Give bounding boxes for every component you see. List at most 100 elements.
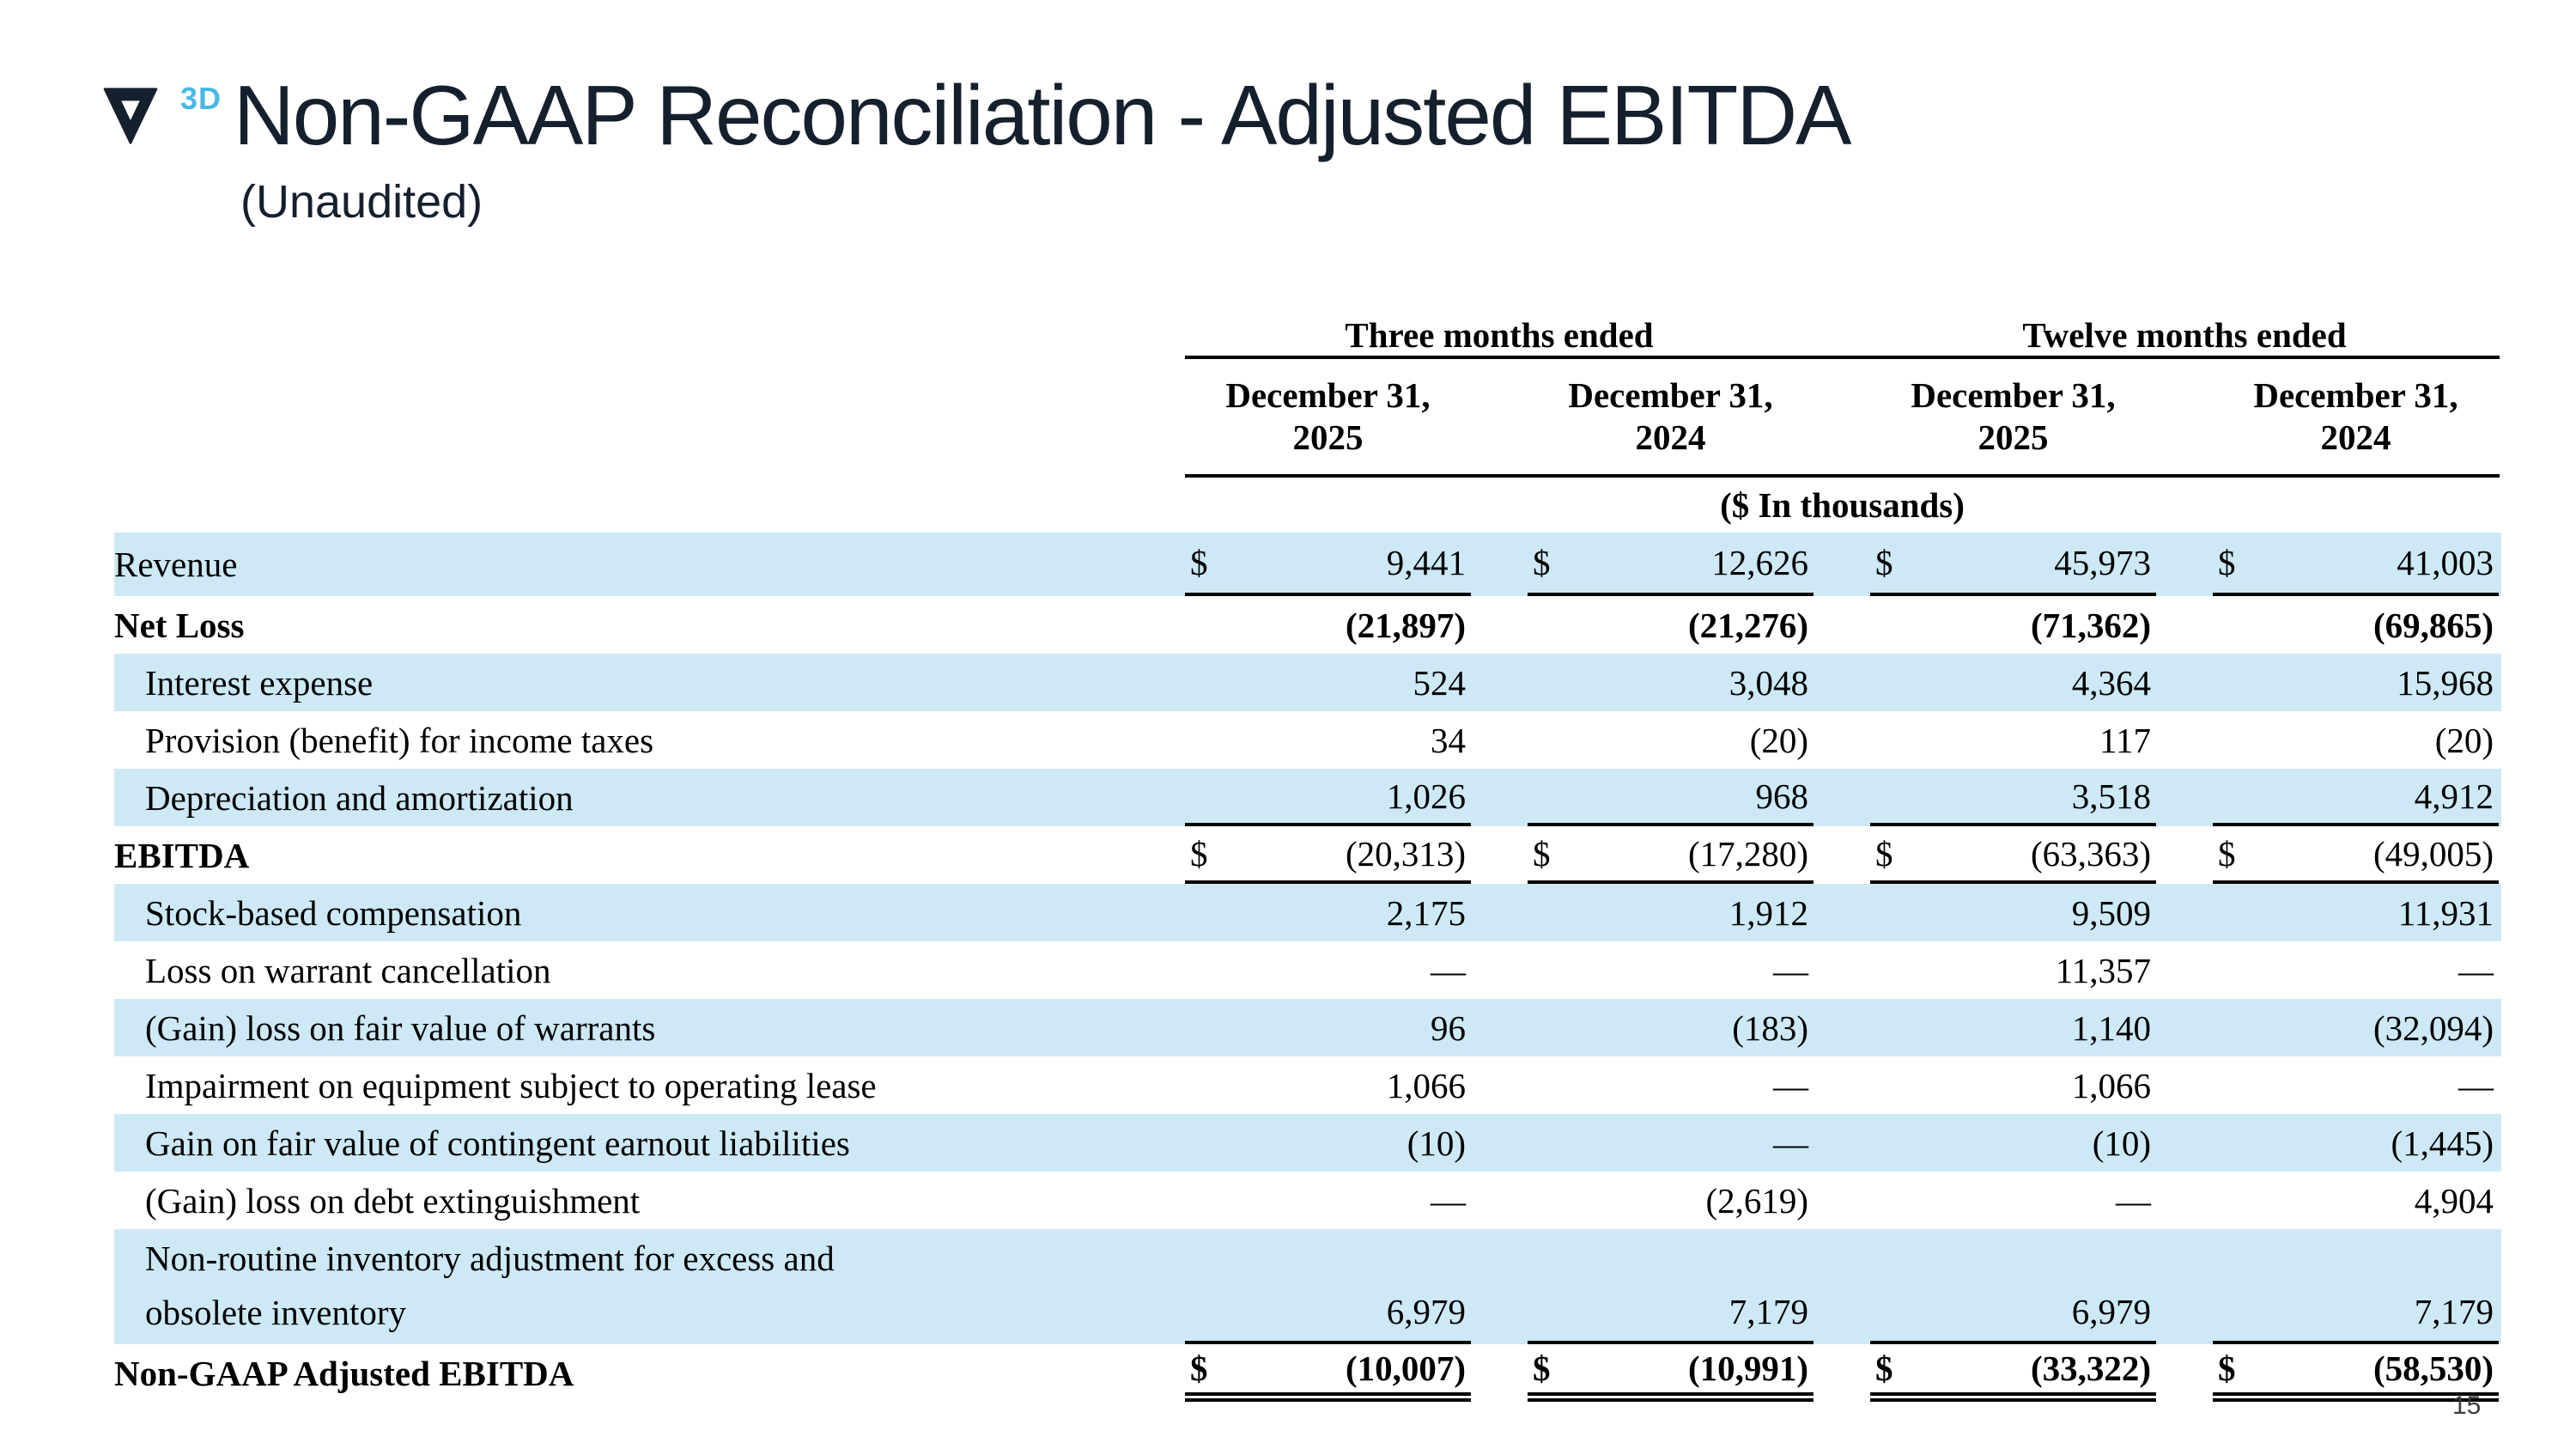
- col-header-dec31-2024-q: December 31, 2024: [1568, 374, 1773, 457]
- value-cell: —: [2213, 941, 2499, 999]
- cell-value: (32,094): [2372, 1008, 2494, 1048]
- cell-value: 41,003: [2397, 543, 2494, 582]
- cell-value: 3,048: [1728, 662, 1808, 703]
- value-cell: $ (17,280): [1528, 826, 1814, 884]
- col-header-dec31-2025-q: December 31, 2025: [1225, 374, 1431, 457]
- cell-value: —: [2458, 1065, 2494, 1105]
- cell-value: 6,979: [1386, 1292, 1466, 1331]
- row-label: Non-GAAP Adjusted EBITDA: [114, 1353, 574, 1393]
- value-cell: 9,509: [1870, 884, 2156, 941]
- cell-value: (2,619): [1705, 1180, 1808, 1221]
- value-cell: (20): [1528, 711, 1814, 769]
- value-cell: —: [1528, 1114, 1814, 1172]
- row-label: Net Loss: [114, 605, 245, 645]
- value-cell: (21,897): [1185, 596, 1471, 654]
- col-header-dec31-2024-y: December 31, 2024: [2253, 374, 2458, 457]
- units-note: ($ In thousands): [1720, 485, 1965, 525]
- value-cell: (183): [1528, 999, 1814, 1056]
- value-cell: $9,441: [1185, 533, 1471, 596]
- table-row: Stock-based compensation 2,175 1,912 9,509 1…: [114, 884, 2501, 941]
- cell-value: 1,066: [2071, 1065, 2151, 1105]
- reconciliation-table: Three months ended Twelve months ended D…: [114, 315, 2501, 1402]
- cell-value: 4,364: [2071, 662, 2151, 703]
- cell-value: 1,912: [1728, 892, 1808, 933]
- value-cell: 4,912: [2213, 769, 2499, 826]
- group-header-row: Three months ended Twelve months ended: [114, 315, 2501, 356]
- group-header-three-months: Three months ended: [1345, 315, 1654, 355]
- value-cell: (21,276): [1528, 596, 1814, 654]
- cell-value: —: [1773, 1065, 1808, 1105]
- cell-value: 2,175: [1386, 892, 1466, 933]
- cell-value: 3,518: [2071, 776, 2151, 816]
- cell-value: —: [1773, 950, 1808, 990]
- value-cell: (2,619): [1528, 1172, 1814, 1229]
- value-cell: $ (49,005): [2213, 826, 2499, 884]
- value-cell: 7,179: [1528, 1229, 1814, 1344]
- value-cell: $ (10,007): [1185, 1344, 1471, 1402]
- value-cell: —: [1185, 941, 1471, 999]
- table-row: Non-routine inventory adjustment for exc…: [114, 1229, 2501, 1344]
- value-cell: 11,931: [2213, 884, 2499, 941]
- cell-value: (20,313): [1345, 833, 1466, 874]
- cell-value: —: [1431, 1180, 1466, 1221]
- cell-value: (21,276): [1687, 605, 1808, 645]
- table-row: Net Loss (21,897) (21,276) (71,362) (69,865): [114, 596, 2501, 654]
- cell-value: (21,897): [1345, 605, 1466, 645]
- value-cell: 34: [1185, 711, 1471, 769]
- value-cell: 968: [1528, 769, 1814, 826]
- value-cell: $ (10,991): [1528, 1344, 1814, 1402]
- row-label: Loss on warrant cancellation: [145, 950, 551, 990]
- header-rule-top: [1185, 356, 2500, 359]
- page-title: Non-GAAP Reconciliation - Adjusted EBITD…: [234, 68, 1852, 162]
- dollar-sign: $: [1190, 1349, 1208, 1388]
- row-label: (Gain) loss on debt extinguishment: [145, 1180, 641, 1221]
- table-row: Non-GAAP Adjusted EBITDA $ (10,007) $ (10,99…: [114, 1344, 2501, 1402]
- cell-value: 1,140: [2071, 1008, 2151, 1048]
- table-row: Loss on warrant cancellation — — 11,357 —: [114, 941, 2501, 999]
- date-header-row: December 31, 2025 December 31, 2024 Dece…: [114, 359, 2501, 474]
- cell-value: (1,445): [2391, 1123, 2494, 1163]
- velo3d-triangle-logo-icon: [103, 88, 158, 144]
- row-label: Non-routine inventory adjustment for exc…: [145, 1238, 835, 1333]
- logo-3d-text: 3D: [180, 81, 222, 116]
- value-cell: 1,066: [1185, 1056, 1471, 1114]
- dollar-sign: $: [2218, 833, 2236, 874]
- value-cell: $ (33,322): [1870, 1344, 2156, 1402]
- cell-value: (71,362): [2030, 605, 2151, 645]
- row-label: Stock-based compensation: [145, 892, 522, 933]
- value-cell: (1,445): [2213, 1114, 2499, 1172]
- value-cell: 6,979: [1870, 1229, 2156, 1344]
- value-cell: $ (58,530): [2213, 1344, 2499, 1402]
- row-label: Gain on fair value of contingent earnout…: [145, 1123, 850, 1163]
- value-cell: 1,912: [1528, 884, 1814, 941]
- cell-value: (49,005): [2372, 833, 2494, 874]
- table-row: EBITDA $ (20,313) $ (17,280) $ (63,363) $ (49,00…: [114, 826, 2501, 884]
- table-row: Impairment on equipment subject to opera…: [114, 1056, 2501, 1114]
- value-cell: —: [2213, 1056, 2499, 1114]
- table-row: Gain on fair value of contingent earnout…: [114, 1114, 2501, 1172]
- value-cell: 15,968: [2213, 654, 2499, 711]
- value-cell: 3,518: [1870, 769, 2156, 826]
- cell-value: (10): [1406, 1123, 1466, 1163]
- value-cell: —: [1528, 941, 1814, 999]
- cell-value: 9,441: [1386, 543, 1466, 582]
- value-cell: (71,362): [1870, 596, 2156, 654]
- dollar-sign: $: [1875, 1349, 1893, 1388]
- table-row: (Gain) loss on fair value of warrants 96 (…: [114, 999, 2501, 1056]
- value-cell: —: [1870, 1172, 2156, 1229]
- cell-value: 4,912: [2414, 776, 2494, 816]
- cell-value: (183): [1732, 1008, 1808, 1048]
- row-label: Impairment on equipment subject to opera…: [145, 1065, 877, 1105]
- value-cell: $ (20,313): [1185, 826, 1471, 884]
- cell-value: 117: [2099, 720, 2151, 760]
- value-cell: —: [1185, 1172, 1471, 1229]
- value-cell: 1,140: [1870, 999, 2156, 1056]
- table-row: Interest expense 524 3,048 4,364 15,968: [114, 654, 2501, 711]
- dollar-sign: $: [1190, 833, 1208, 874]
- cell-value: (10,991): [1687, 1349, 1808, 1388]
- cell-value: 11,931: [2397, 892, 2494, 933]
- value-cell: 7,179: [2213, 1229, 2499, 1344]
- value-cell: 11,357: [1870, 941, 2156, 999]
- cell-value: 15,968: [2397, 662, 2494, 703]
- units-row: ($ In thousands): [114, 478, 2501, 533]
